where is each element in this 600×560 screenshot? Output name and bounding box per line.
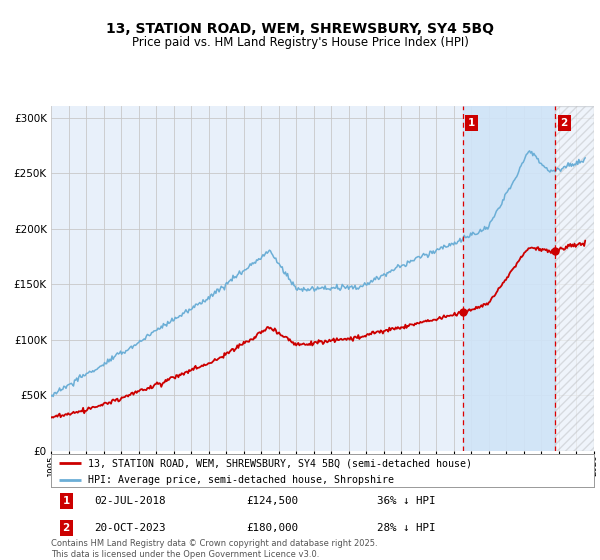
Text: 2: 2 — [560, 118, 568, 128]
Bar — [556, 106, 594, 451]
Bar — [556, 106, 594, 451]
Text: 1: 1 — [468, 118, 475, 128]
Text: 28% ↓ HPI: 28% ↓ HPI — [377, 522, 436, 533]
Text: 36% ↓ HPI: 36% ↓ HPI — [377, 496, 436, 506]
Text: 2: 2 — [62, 522, 70, 533]
Text: 20-OCT-2023: 20-OCT-2023 — [94, 522, 166, 533]
Text: £180,000: £180,000 — [247, 522, 298, 533]
Text: HPI: Average price, semi-detached house, Shropshire: HPI: Average price, semi-detached house,… — [88, 475, 394, 485]
Text: Price paid vs. HM Land Registry's House Price Index (HPI): Price paid vs. HM Land Registry's House … — [131, 36, 469, 49]
Bar — [463, 106, 556, 451]
Text: 13, STATION ROAD, WEM, SHREWSBURY, SY4 5BQ: 13, STATION ROAD, WEM, SHREWSBURY, SY4 5… — [106, 22, 494, 36]
Text: 02-JUL-2018: 02-JUL-2018 — [94, 496, 166, 506]
Text: Contains HM Land Registry data © Crown copyright and database right 2025.
This d: Contains HM Land Registry data © Crown c… — [51, 539, 377, 559]
Text: £124,500: £124,500 — [247, 496, 298, 506]
Text: 1: 1 — [62, 496, 70, 506]
Text: 13, STATION ROAD, WEM, SHREWSBURY, SY4 5BQ (semi-detached house): 13, STATION ROAD, WEM, SHREWSBURY, SY4 5… — [88, 458, 472, 468]
